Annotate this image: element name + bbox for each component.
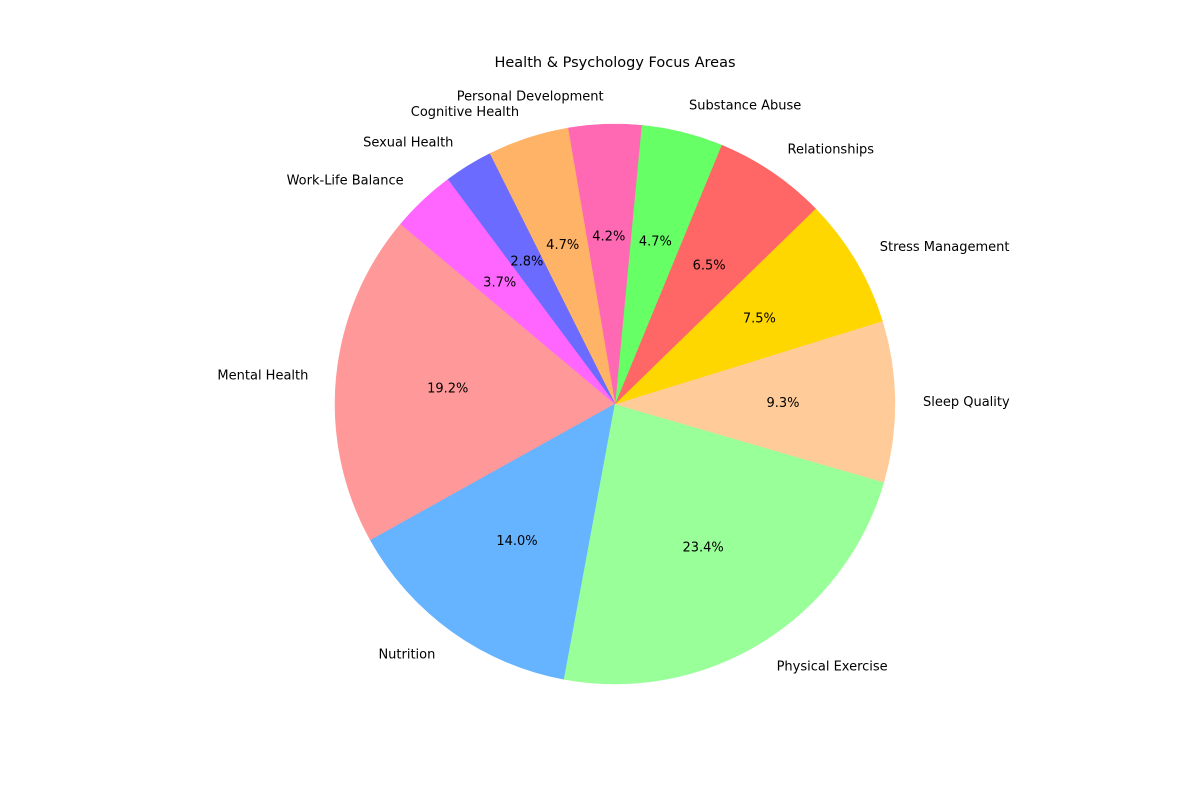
slice-percentage-label: 23.4% — [682, 541, 723, 556]
slice-percentage-label: 4.7% — [546, 238, 579, 253]
slice-label: Personal Development — [457, 90, 604, 105]
slice-percentage-label: 4.7% — [639, 234, 672, 249]
slice-label: Substance Abuse — [689, 99, 801, 114]
slice-label: Cognitive Health — [411, 105, 519, 120]
slice-label: Mental Health — [217, 368, 308, 383]
pie-slices — [334, 123, 896, 685]
pie-slice-sleep-quality — [614, 320, 896, 483]
slice-percentage-label: 7.5% — [743, 312, 776, 327]
slice-label: Nutrition — [378, 648, 435, 663]
chart-title: Health & Psychology Focus Areas — [494, 55, 735, 71]
slice-label: Sexual Health — [363, 135, 453, 150]
slice-percentage-label: 19.2% — [427, 382, 468, 397]
slice-percentage-label: 2.8% — [510, 254, 543, 269]
pie-labels: Mental Health 19.2% Nutrition 14.0% Physical… — [217, 90, 1010, 675]
slice-label: Stress Management — [880, 240, 1010, 255]
slice-percentage-label: 4.2% — [592, 230, 625, 245]
pie-slice-work-life-balance — [400, 179, 616, 405]
slice-percentage-label: 14.0% — [496, 534, 537, 549]
pie-slice-physical-exercise — [563, 403, 885, 685]
slice-label: Relationships — [788, 142, 875, 157]
pie-slice-relationships — [614, 144, 816, 405]
pie-slice-mental-health — [334, 223, 616, 541]
slice-percentage-label: 3.7% — [483, 275, 516, 290]
slice-label: Work-Life Balance — [287, 173, 404, 188]
slice-percentage-label: 6.5% — [693, 258, 726, 273]
slice-percentage-label: 9.3% — [766, 396, 799, 411]
slice-label: Sleep Quality — [923, 395, 1010, 410]
pie-slice-stress-management — [614, 208, 883, 405]
slice-label: Physical Exercise — [777, 660, 888, 675]
pie-slice-nutrition — [370, 403, 616, 680]
